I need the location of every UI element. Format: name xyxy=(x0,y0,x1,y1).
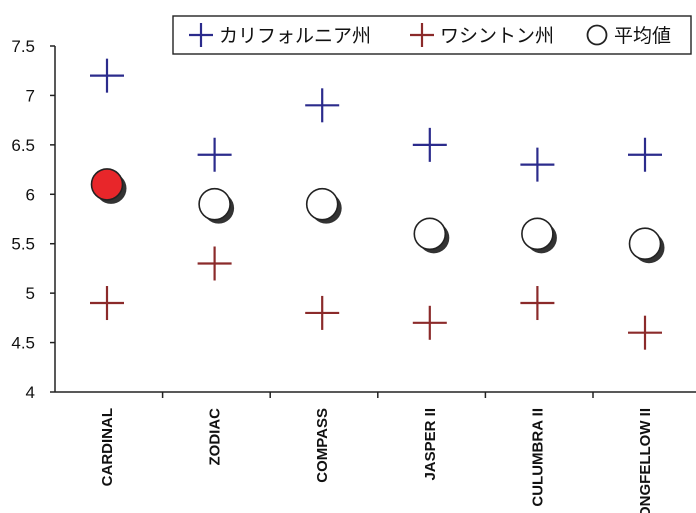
y-tick-label: 7.5 xyxy=(11,37,35,56)
y-tick-label: 6.5 xyxy=(11,136,35,155)
y-tick-label: 5.5 xyxy=(11,235,35,254)
legend-circle-icon xyxy=(586,24,608,46)
series-2-point xyxy=(198,187,235,224)
series-0-point xyxy=(520,147,555,182)
series-2-point xyxy=(413,217,450,254)
x-tick-label: LONGFELLOW II xyxy=(637,408,654,513)
legend-entry: カリフォルニア州 xyxy=(189,23,371,47)
series-0-point xyxy=(305,88,340,123)
series-1-point xyxy=(90,286,124,321)
x-tick-label: CARDINAL xyxy=(99,408,116,486)
series-1-point xyxy=(412,305,447,340)
series-1-point xyxy=(305,295,340,330)
series-0-point xyxy=(197,137,232,172)
y-tick-label: 4 xyxy=(26,383,35,402)
legend-entry: 平均値 xyxy=(586,24,671,47)
series-1-point xyxy=(520,286,555,321)
y-tick-label: 5 xyxy=(26,284,35,303)
series-2-point xyxy=(628,227,665,264)
y-tick-label: 7 xyxy=(26,86,35,105)
x-tick-label: COMPASS xyxy=(314,408,331,483)
x-tick-label: CULUMBRA II xyxy=(529,408,546,507)
x-tick-label: ZODIAC xyxy=(207,408,224,466)
series-0-point xyxy=(412,127,447,162)
x-axis-ticks: CARDINAL ZODIAC COMPASS JASPER II CULUMBRA I… xyxy=(99,392,654,513)
series-2-point xyxy=(90,168,127,204)
series-2-point xyxy=(521,217,557,254)
series-1-point xyxy=(197,246,232,281)
series-1-point xyxy=(628,315,662,350)
legend-label: カリフォルニア州 xyxy=(219,25,371,47)
y-tick-label: 4.5 xyxy=(11,334,35,353)
data-marks xyxy=(90,58,665,350)
legend-entry: ワシントン州 xyxy=(410,23,554,47)
y-axis-ticks: 4 4.5 5 5.5 6 6.5 7 7.5 xyxy=(11,37,55,402)
legend: カリフォルニア州 ワシントン州 平均値 xyxy=(172,15,692,55)
legend-label: 平均値 xyxy=(614,25,671,47)
axes xyxy=(54,46,696,393)
legend-label: ワシントン州 xyxy=(440,25,554,47)
y-tick-label: 6 xyxy=(26,185,35,204)
series-0-point xyxy=(90,58,124,93)
series-0-point xyxy=(628,137,662,172)
series-2-point xyxy=(305,187,342,224)
x-tick-label: JASPER II xyxy=(422,408,439,481)
